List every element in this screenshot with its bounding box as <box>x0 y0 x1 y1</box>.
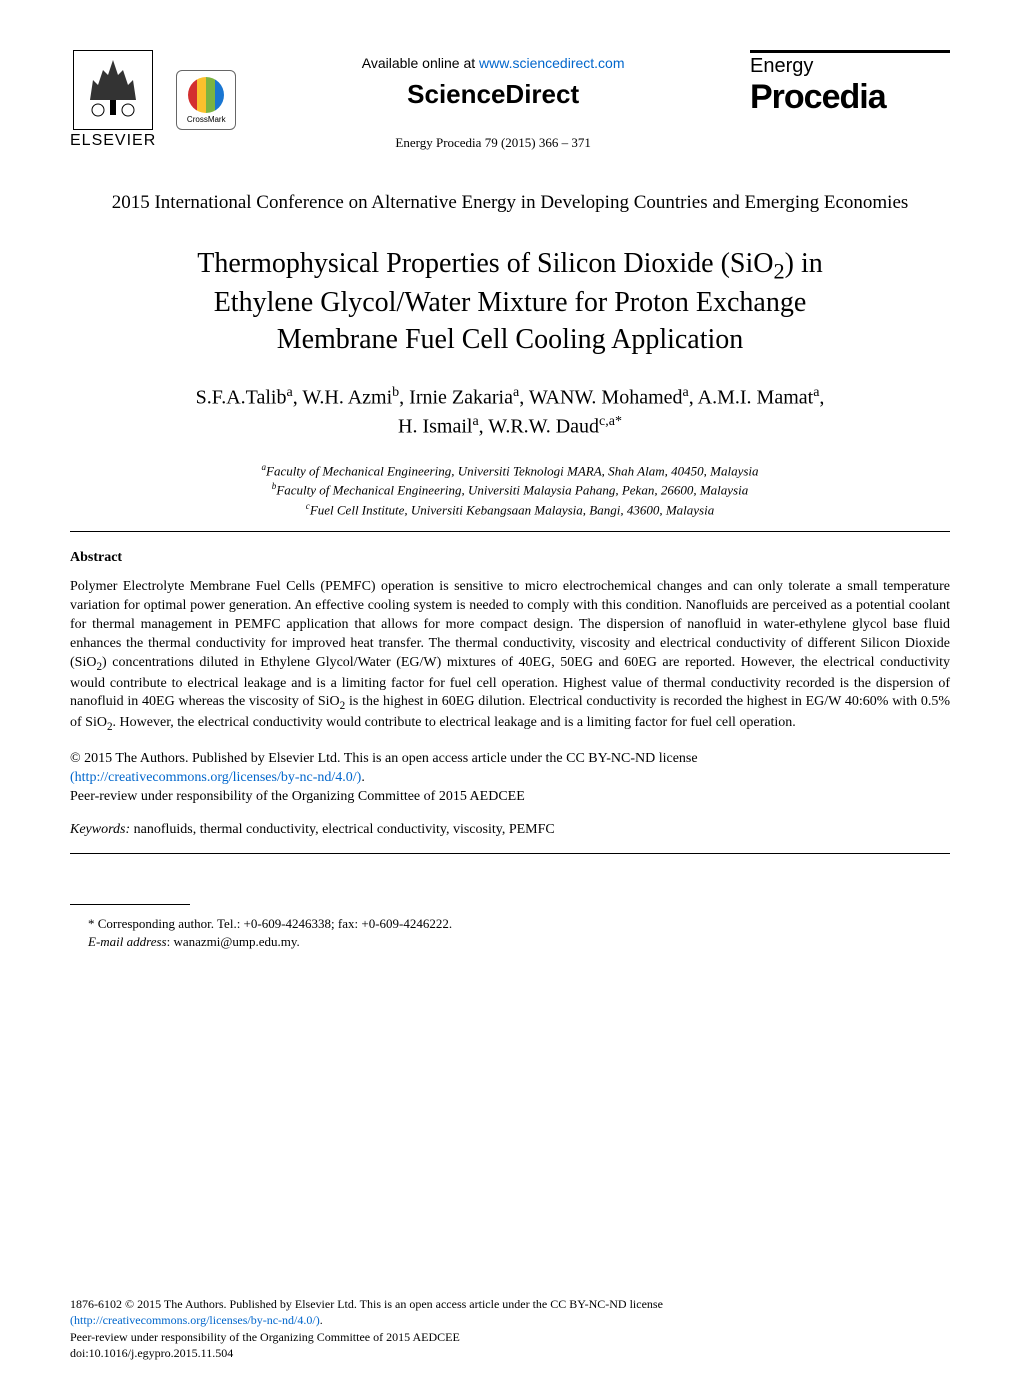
footnote-email-label: E-mail address <box>88 934 167 949</box>
center-header: Available online at www.sciencedirect.co… <box>236 50 750 151</box>
abstract-heading: Abstract <box>70 550 950 566</box>
footnote-email: E-mail address: wanazmi@ump.edu.my. <box>70 933 950 951</box>
keywords-label: Keywords: <box>70 822 130 837</box>
journal-citation: Energy Procedia 79 (2015) 366 – 371 <box>236 135 750 151</box>
title-line3: Membrane Fuel Cell Cooling Application <box>277 324 744 355</box>
footer-line1: 1876-6102 © 2015 The Authors. Published … <box>70 1297 663 1311</box>
elsevier-tree-icon <box>73 50 153 130</box>
footer: 1876-6102 © 2015 The Authors. Published … <box>70 1296 950 1361</box>
footnote-corresponding: * Corresponding author. Tel.: +0-609-424… <box>70 915 950 933</box>
sciencedirect-logo: ScienceDirect <box>236 79 750 110</box>
author-sep1: , W.H. Azmi <box>293 387 392 409</box>
footnote-separator <box>70 904 190 905</box>
crossmark-icon <box>188 77 224 113</box>
paper-title: Thermophysical Properties of Silicon Dio… <box>70 246 950 359</box>
copyright-block: © 2015 The Authors. Published by Elsevie… <box>70 750 950 807</box>
divider-bottom <box>70 853 950 854</box>
available-online-prefix: Available online at <box>362 55 479 71</box>
copyright-line1: © 2015 The Authors. Published by Elsevie… <box>70 751 698 766</box>
abstract-text: Polymer Electrolyte Membrane Fuel Cells … <box>70 578 950 735</box>
license-link[interactable]: (http://creativecommons.org/licenses/by-… <box>70 770 361 785</box>
footnote-email-value: : wanazmi@ump.edu.my. <box>167 934 300 949</box>
journal-energy-text: Energy <box>750 55 950 78</box>
aff-a: Faculty of Mechanical Engineering, Unive… <box>266 463 758 478</box>
author-sep6: , W.R.W. Daud <box>479 416 599 438</box>
author-sep3: , WANW. Mohamed <box>519 387 682 409</box>
footer-license-end: . <box>320 1313 323 1327</box>
footer-peer: Peer-review under responsibility of the … <box>70 1330 460 1344</box>
title-sio2-sub: 2 <box>773 258 784 283</box>
author-7-sup: c,a* <box>599 414 622 429</box>
journal-procedia-text: Procedia <box>750 78 950 117</box>
crossmark-badge[interactable]: CrossMark <box>176 70 236 130</box>
footer-doi: doi:10.1016/j.egypro.2015.11.504 <box>70 1346 233 1360</box>
author-sep5: , <box>819 387 824 409</box>
sciencedirect-url-link[interactable]: www.sciencedirect.com <box>479 55 625 71</box>
title-part1: Thermophysical Properties of Silicon Dio… <box>197 248 773 279</box>
author-1: S.F.A.Talib <box>196 387 287 409</box>
aff-b: Faculty of Mechanical Engineering, Unive… <box>276 482 748 497</box>
footer-license-link[interactable]: (http://creativecommons.org/licenses/by-… <box>70 1313 320 1327</box>
available-online: Available online at www.sciencedirect.co… <box>236 55 750 71</box>
title-part1-end: ) in <box>785 248 823 279</box>
title-line2: Ethylene Glycol/Water Mixture for Proton… <box>214 287 807 318</box>
elsevier-logo: ELSEVIER <box>70 50 156 150</box>
keywords-text: nanofluids, thermal conductivity, electr… <box>130 822 555 837</box>
aff-c: Fuel Cell Institute, Universiti Kebangsa… <box>310 502 714 517</box>
author-sep4: , A.M.I. Mamat <box>689 387 813 409</box>
author-6: H. Ismail <box>398 416 472 438</box>
divider-top <box>70 531 950 532</box>
abstract-p1d: . However, the electrical conductivity w… <box>113 715 796 730</box>
conference-title: 2015 International Conference on Alterna… <box>70 191 950 216</box>
keywords: Keywords: nanofluids, thermal conductivi… <box>70 822 950 838</box>
peer-review: Peer-review under responsibility of the … <box>70 789 525 804</box>
author-sep2: , Irnie Zakaria <box>399 387 513 409</box>
license-end: . <box>361 770 365 785</box>
journal-brand: Energy Procedia <box>750 50 950 117</box>
header-row: ELSEVIER CrossMark Available online at w… <box>70 50 950 151</box>
authors: S.F.A.Taliba, W.H. Azmib, Irnie Zakariaa… <box>70 383 950 440</box>
elsevier-text: ELSEVIER <box>70 132 156 150</box>
affiliations: aFaculty of Mechanical Engineering, Univ… <box>70 461 950 520</box>
journal-top-rule: Energy Procedia <box>750 50 950 117</box>
left-logos: ELSEVIER CrossMark <box>70 50 236 150</box>
crossmark-label: CrossMark <box>187 115 226 124</box>
